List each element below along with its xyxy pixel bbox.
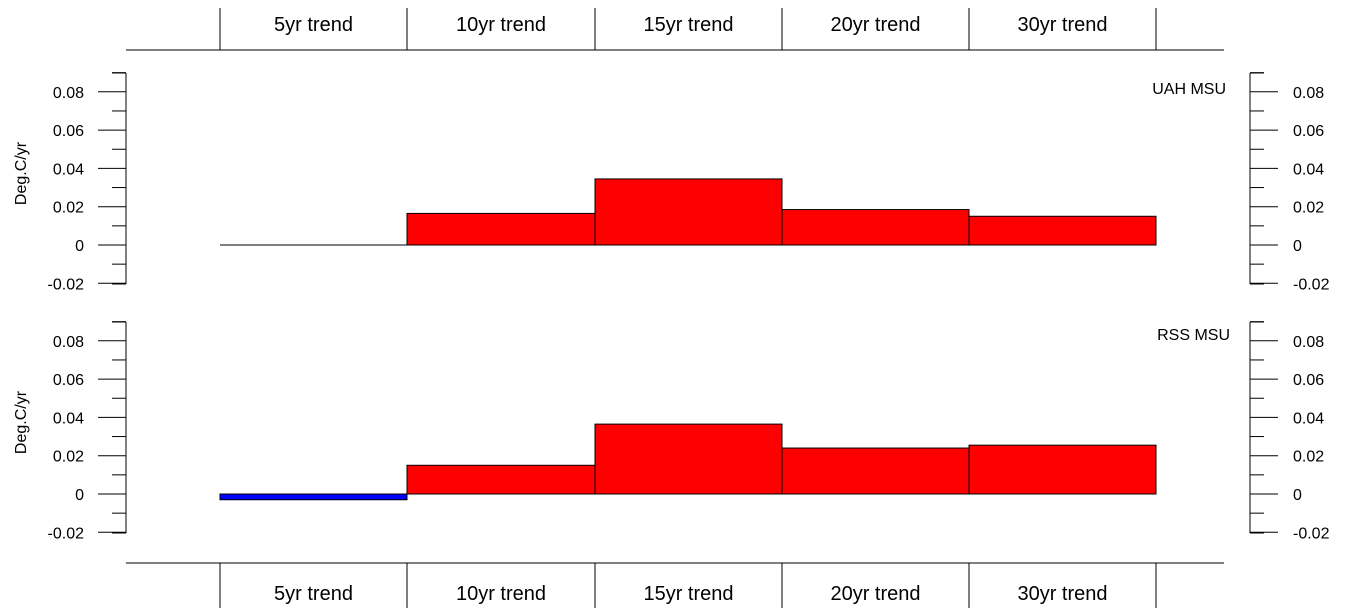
- bar-1: [406, 464, 596, 495]
- right-tick-label: 0.04: [1293, 161, 1324, 178]
- right-tick-label: 0.06: [1293, 372, 1324, 389]
- y-axis-label: Deg.C/yr: [13, 141, 30, 205]
- left-tick-label: 0: [75, 238, 84, 255]
- right-tick-label: 0.04: [1293, 410, 1324, 427]
- left-tick-label: 0: [75, 487, 84, 504]
- right-tick-label: -0.02: [1293, 276, 1330, 293]
- footer-category-label: 30yr trend: [1017, 583, 1107, 605]
- bar-1: [406, 212, 596, 246]
- bar-3: [781, 209, 970, 246]
- left-tick-label: 0.02: [53, 449, 84, 466]
- bar-2: [594, 178, 783, 246]
- bar-0: [219, 493, 408, 501]
- left-tick-label: 0.06: [53, 372, 84, 389]
- bar-4: [968, 444, 1157, 495]
- header-category-label: 5yr trend: [274, 14, 353, 36]
- y-axis-label: Deg.C/yr: [13, 390, 30, 454]
- bar-2: [594, 423, 783, 495]
- left-tick-label: 0.06: [53, 123, 84, 140]
- bar-3: [781, 447, 970, 495]
- footer-category-label: 10yr trend: [456, 583, 546, 605]
- left-tick-label: 0.02: [53, 200, 84, 217]
- right-tick-label: 0.02: [1293, 200, 1324, 217]
- left-tick-label: -0.02: [48, 525, 85, 542]
- right-tick-label: 0.02: [1293, 449, 1324, 466]
- left-tick-label: 0.08: [53, 85, 84, 102]
- right-tick-label: -0.02: [1293, 525, 1330, 542]
- right-tick-label: 0: [1293, 487, 1302, 504]
- left-tick-label: 0.08: [53, 334, 84, 351]
- header-category-label: 15yr trend: [643, 14, 733, 36]
- panel-title: RSS MSU: [1157, 327, 1230, 344]
- right-tick-label: 0.08: [1293, 334, 1324, 351]
- right-tick-label: 0.08: [1293, 85, 1324, 102]
- footer-category-label: 20yr trend: [830, 583, 920, 605]
- panel-title: UAH MSU: [1152, 81, 1226, 98]
- left-tick-label: 0.04: [53, 410, 84, 427]
- footer-category-label: 5yr trend: [274, 583, 353, 605]
- header-category-label: 30yr trend: [1017, 14, 1107, 36]
- left-tick-label: 0.04: [53, 161, 84, 178]
- right-tick-label: 0: [1293, 238, 1302, 255]
- footer-category-label: 15yr trend: [643, 583, 733, 605]
- right-tick-label: 0.06: [1293, 123, 1324, 140]
- header-category-label: 10yr trend: [456, 14, 546, 36]
- header-category-label: 20yr trend: [830, 14, 920, 36]
- left-tick-label: -0.02: [48, 276, 85, 293]
- bar-4: [968, 215, 1157, 246]
